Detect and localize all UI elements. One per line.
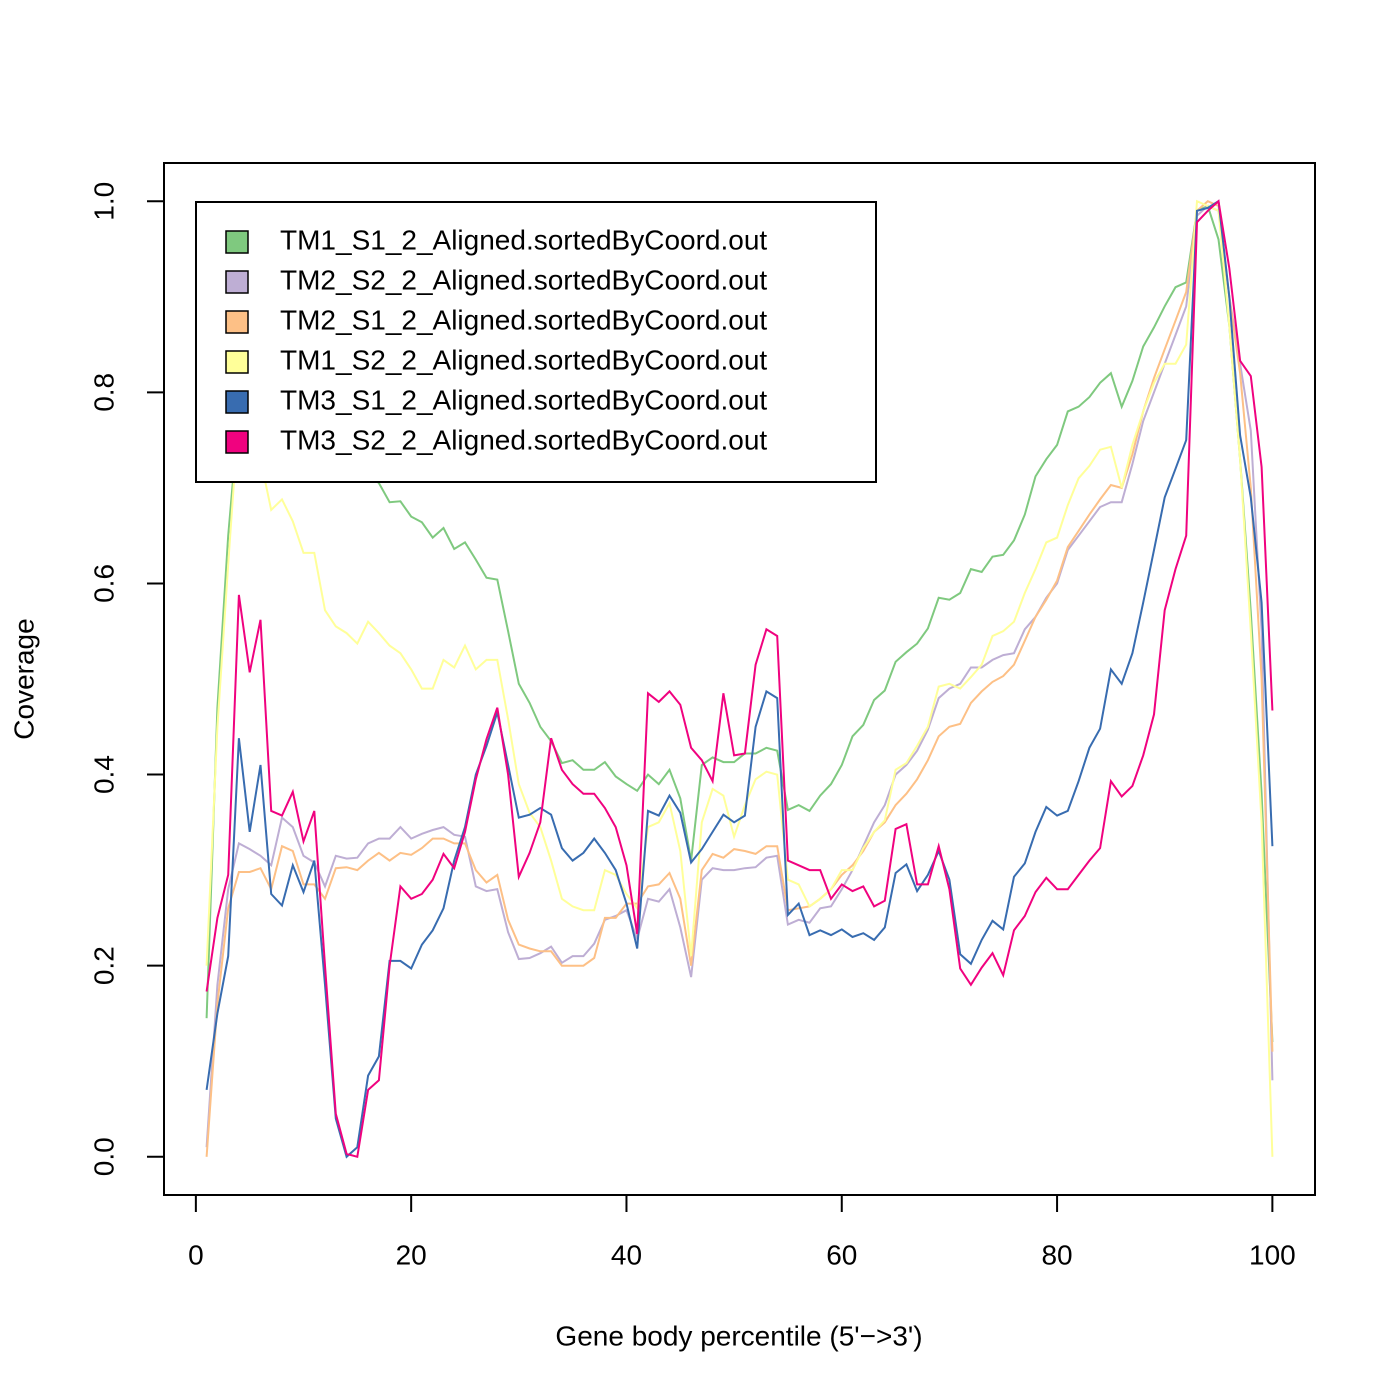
legend-label: TM2_S2_2_Aligned.sortedByCoord.out (280, 264, 767, 295)
series-line (205, 199, 1274, 1159)
x-axis-label: Gene body percentile (5'−>3') (555, 1320, 922, 1351)
series-line (205, 204, 1274, 1148)
series-line (205, 199, 1274, 1159)
x-tick-label: 0 (188, 1239, 204, 1270)
legend-label: TM3_S2_2_Aligned.sortedByCoord.out (280, 424, 767, 455)
legend-label: TM2_S1_2_Aligned.sortedByCoord.out (280, 304, 767, 335)
series-line (205, 204, 1274, 1043)
legend-box (195, 201, 877, 483)
legend-swatch (225, 430, 249, 454)
y-tick-label: 1.0 (88, 182, 119, 221)
legend-label: TM1_S2_2_Aligned.sortedByCoord.out (280, 344, 767, 375)
y-axis-label: Coverage (8, 618, 39, 739)
legend-label: TM1_S1_2_Aligned.sortedByCoord.out (280, 224, 767, 255)
series-line (205, 200, 1274, 1157)
x-tick-label: 20 (396, 1239, 427, 1270)
series-line (205, 199, 1274, 1157)
y-tick-label: 0.6 (88, 564, 119, 603)
legend-swatch (225, 230, 249, 254)
y-tick-label: 0.0 (88, 1137, 119, 1176)
y-tick-label: 0.4 (88, 755, 119, 794)
x-tick-label: 100 (1249, 1239, 1296, 1270)
x-tick-label: 80 (1041, 1239, 1072, 1270)
x-tick-label: 60 (826, 1239, 857, 1270)
legend-label: TM3_S1_2_Aligned.sortedByCoord.out (280, 384, 767, 415)
legend-swatch (225, 310, 249, 334)
x-tick-label: 40 (611, 1239, 642, 1270)
y-tick-label: 0.2 (88, 946, 119, 985)
y-tick-label: 0.8 (88, 373, 119, 412)
legend-swatch (225, 270, 249, 294)
legend-swatch (225, 350, 249, 374)
legend-swatch (225, 390, 249, 414)
